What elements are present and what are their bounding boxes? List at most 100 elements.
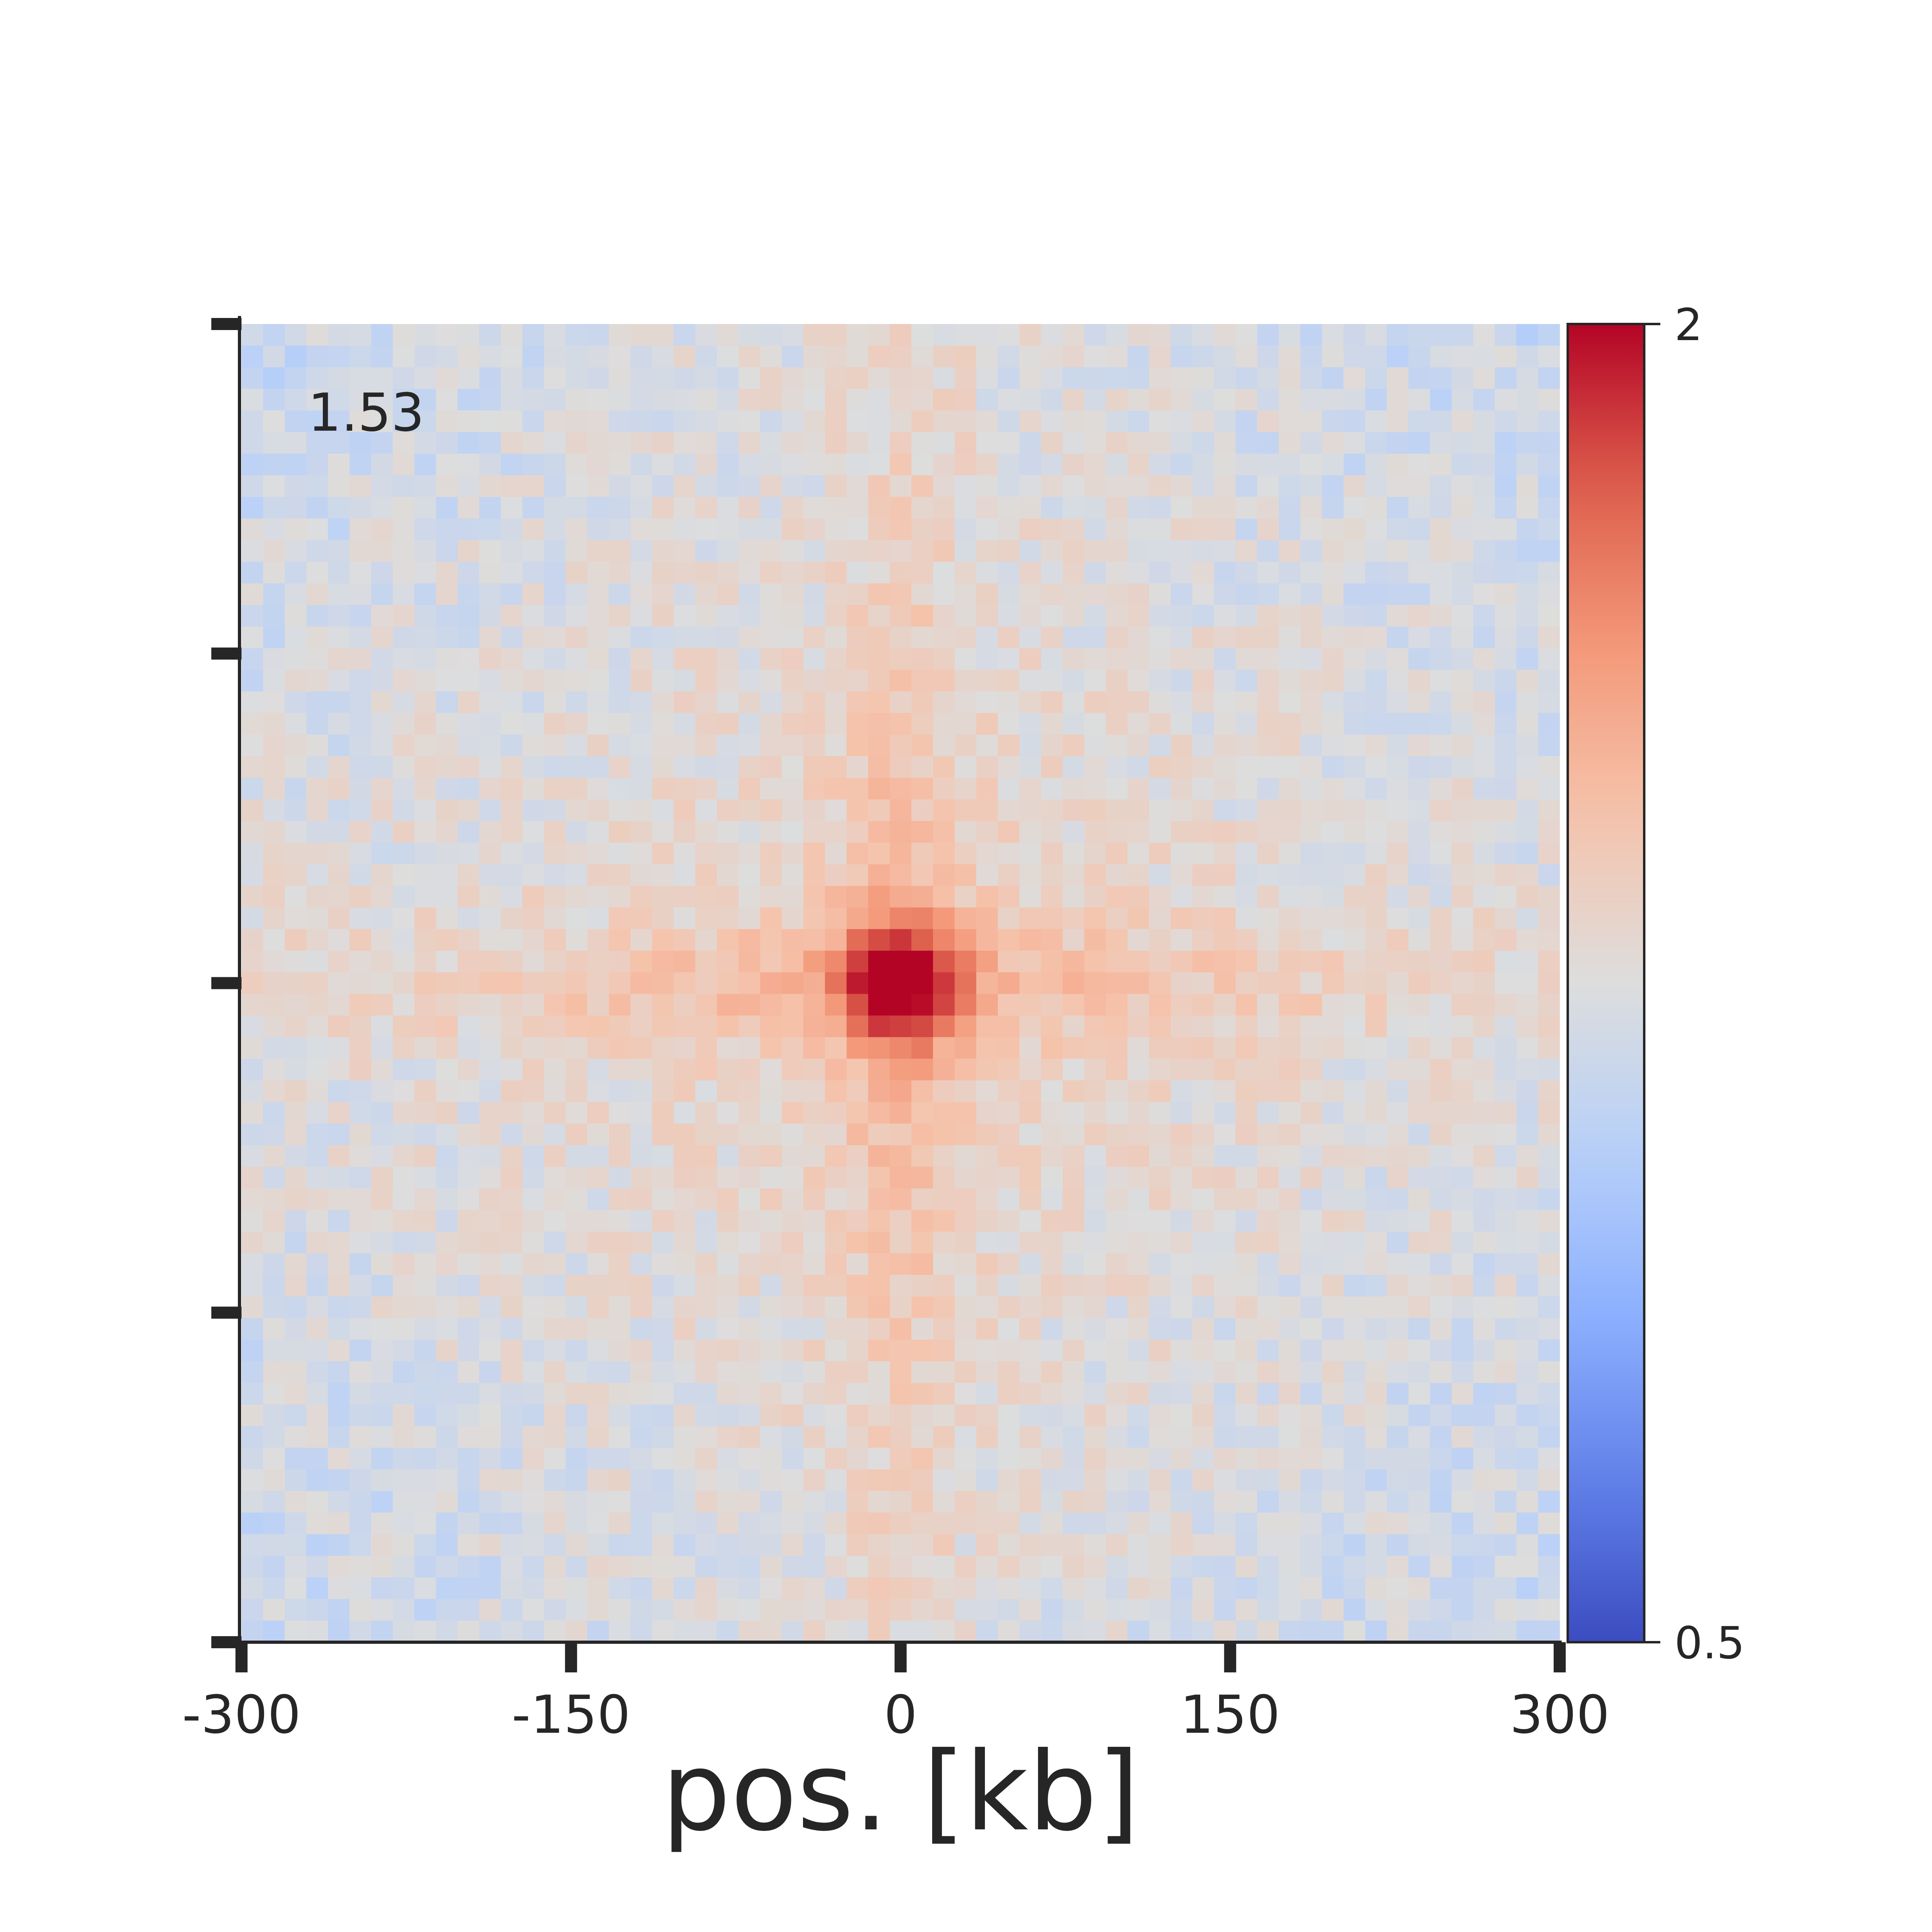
heatmap-cell [263,1037,285,1059]
heatmap-cell [1473,648,1495,670]
heatmap-cell [392,1318,415,1340]
heatmap-cell [1192,1426,1214,1448]
heatmap-cell [1516,778,1538,800]
heatmap-cell [1408,1620,1430,1643]
heatmap-cell [1041,1599,1063,1621]
heatmap-cell [587,670,609,692]
heatmap-cell [846,454,869,476]
heatmap-cell [1473,410,1495,433]
heatmap-cell [998,1361,1020,1383]
heatmap-cell [911,1404,933,1426]
heatmap-cell [522,583,545,605]
heatmap-cell [457,1404,480,1426]
heatmap-cell [911,561,933,584]
heatmap-cell [609,1426,631,1448]
heatmap-cell [1538,713,1560,735]
heatmap-cell [1106,1426,1128,1448]
heatmap-cell [652,950,674,973]
heatmap-cell [630,1620,652,1643]
heatmap-cell [1516,929,1538,951]
heatmap-cell [587,432,609,454]
heatmap-cell [868,1469,890,1491]
heatmap-cell [436,1577,458,1600]
heatmap-cell [566,1447,588,1470]
heatmap-cell [306,583,328,605]
heatmap-cell [760,1145,782,1167]
heatmap-cell [1214,713,1236,735]
heatmap-cell [1365,929,1387,951]
heatmap-cell [1127,929,1150,951]
heatmap-cell [1257,367,1279,389]
heatmap-cell [890,1102,912,1124]
heatmap-cell [1300,1577,1323,1600]
heatmap-cell [846,735,869,757]
heatmap-cell [306,1383,328,1405]
heatmap-cell [566,1469,588,1491]
heatmap-cell [1300,1080,1323,1102]
heatmap-cell [328,454,350,476]
heatmap-cell [1063,756,1085,778]
heatmap-cell [825,1016,847,1038]
heatmap-cell [825,1491,847,1513]
heatmap-cell [782,929,804,951]
heatmap-cell [349,1469,372,1491]
heatmap-cell [436,821,458,843]
heatmap-cell [1019,1037,1042,1059]
heatmap-cell [457,799,480,822]
heatmap-cell [652,1383,674,1405]
heatmap-cell [782,1059,804,1081]
heatmap-cell [911,1275,933,1297]
heatmap-cell [242,756,264,778]
heatmap-cell [760,324,782,346]
heatmap-cell [998,410,1020,433]
heatmap-cell [1279,1102,1301,1124]
heatmap-cell [479,713,501,735]
heatmap-cell [1516,432,1538,454]
heatmap-cell [868,1145,890,1167]
heatmap-cell [1149,1016,1171,1038]
x-axis-title: pos. [kb] [662,1728,1139,1855]
heatmap-cell [1430,1318,1452,1340]
heatmap-cell [1451,1102,1474,1124]
heatmap-cell [717,1145,739,1167]
heatmap-cell [1063,1361,1085,1383]
heatmap-cell [1063,475,1085,497]
heatmap-cell [285,583,307,605]
heatmap-cell [1106,1599,1128,1621]
heatmap-cell [652,454,674,476]
heatmap-cell [1344,1231,1366,1254]
heatmap-cell [1235,950,1257,973]
heatmap-cell [414,324,436,346]
heatmap-cell [436,454,458,476]
heatmap-cell [782,583,804,605]
heatmap-cell [1214,842,1236,865]
heatmap-cell [825,605,847,627]
heatmap-cell [566,518,588,541]
heatmap-cell [1365,454,1387,476]
heatmap-cell [609,670,631,692]
heatmap-cell [1127,475,1150,497]
heatmap-cell [1430,1210,1452,1232]
heatmap-cell [1170,907,1193,929]
heatmap-cell [1084,1145,1106,1167]
heatmap-cell [1063,324,1085,346]
heatmap-cell [1257,799,1279,822]
heatmap-cell [782,1102,804,1124]
heatmap-cell [1300,1037,1323,1059]
heatmap-cell [328,799,350,822]
heatmap-cell [1365,432,1387,454]
heatmap-cell [285,432,307,454]
heatmap-cell [976,648,998,670]
heatmap-cell [1279,1577,1301,1600]
heatmap-cell [1279,475,1301,497]
heatmap-cell [1019,497,1042,519]
heatmap-cell [717,735,739,757]
heatmap-cell [1408,950,1430,973]
heatmap-cell [1019,972,1042,994]
heatmap-cell [1084,670,1106,692]
heatmap-cell [1149,950,1171,973]
heatmap-cell [285,1123,307,1146]
heatmap-cell [868,1577,890,1600]
heatmap-cell [1257,583,1279,605]
heatmap-cell [846,1426,869,1448]
